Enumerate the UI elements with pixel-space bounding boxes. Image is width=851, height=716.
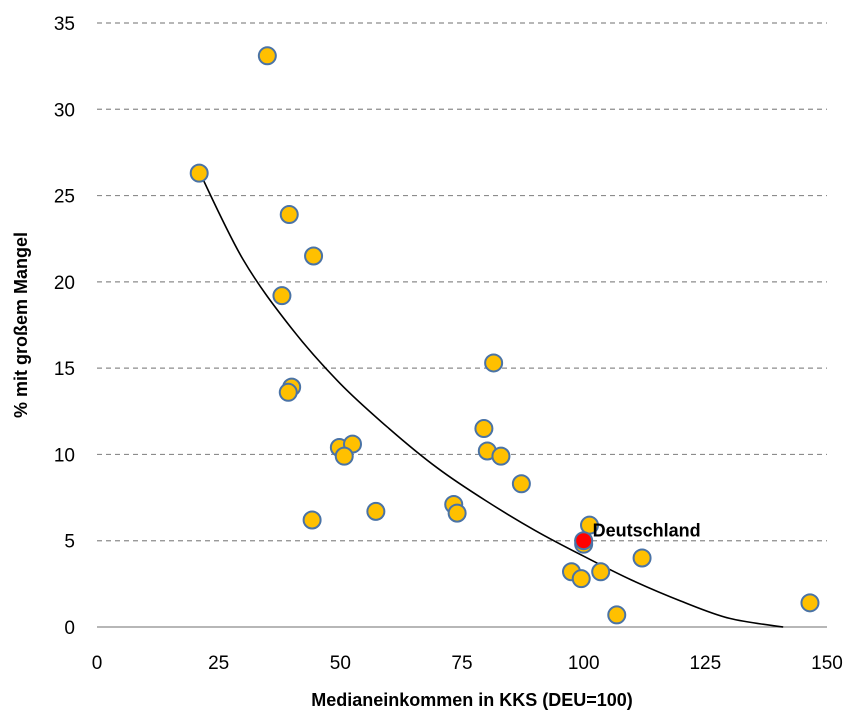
x-tick-label: 100 [568,653,600,674]
data-point [279,205,299,225]
y-tick-label: 0 [64,618,75,639]
data-point [302,510,322,530]
data-point [304,246,324,266]
data-point [632,548,652,568]
data-point [334,446,354,466]
data-point [447,503,467,523]
y-tick-label: 30 [54,100,75,121]
gridlines [97,22,827,542]
y-tick-label: 15 [54,359,75,380]
data-point [800,593,820,613]
x-tick-labels: 0 25 50 75 100 125 150 [92,653,843,674]
data-point [571,569,591,589]
data-point [278,382,298,402]
data-point [484,353,504,373]
y-tick-label: 20 [54,273,75,294]
x-tick-label: 150 [811,653,843,674]
x-tick-label: 0 [92,653,103,674]
x-tick-label: 75 [451,653,472,674]
data-point [474,419,494,439]
data-point [272,286,292,306]
y-axis-title: % mit großem Mangel [11,232,31,418]
data-point [491,446,511,466]
y-tick-label: 10 [54,445,75,466]
highlight-point [574,531,594,551]
y-tick-label: 25 [54,187,75,208]
data-points [189,46,820,625]
x-tick-label: 25 [208,653,229,674]
y-tick-label: 35 [54,14,75,35]
x-axis-title: Medianeinkommen in KKS (DEU=100) [311,690,633,710]
x-tick-label: 50 [330,653,351,674]
y-tick-labels: 0 5 10 15 20 25 30 35 [54,14,75,639]
x-tick-label: 125 [689,653,721,674]
data-point [511,474,531,494]
highlight-label: Deutschland [593,521,701,541]
data-point [591,562,611,582]
trendline [198,171,784,628]
data-point [366,501,386,521]
y-tick-label: 5 [64,532,75,553]
data-point [257,46,277,66]
data-point [189,163,209,183]
data-point [607,605,627,625]
